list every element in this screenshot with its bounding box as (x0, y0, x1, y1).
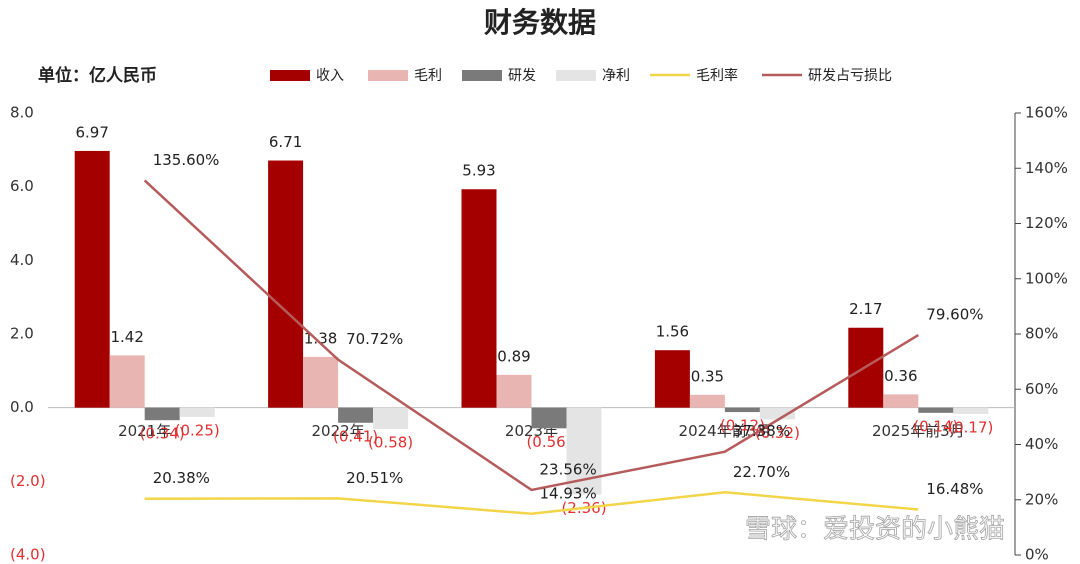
legend-swatch (462, 70, 502, 81)
data-label: 70.72% (346, 330, 403, 348)
y-tick-label: 4.0 (10, 251, 34, 269)
data-label: 135.60% (153, 151, 220, 169)
data-label: (0.56) (526, 433, 571, 451)
y-tick-label: 2.0 (10, 325, 34, 343)
bar (496, 374, 532, 408)
plot-area: (4.0) (2.0) 0.0 2.0 4.0 6.0 8.0 0% 20% 40% 60% 80% 1… (10, 104, 1068, 564)
data-label: 16.48% (926, 480, 983, 498)
data-label: (0.17) (948, 418, 993, 436)
bar (918, 407, 954, 413)
bar (724, 407, 760, 413)
bar (953, 407, 989, 414)
legend-label: 收入 (316, 68, 344, 84)
bar (109, 355, 145, 408)
bar (689, 394, 725, 408)
bar (759, 407, 795, 420)
data-label: 0.36 (884, 367, 917, 385)
data-label: (0.34) (140, 425, 185, 443)
y-tick-label: (2.0) (10, 472, 46, 490)
data-label: 1.38 (304, 329, 337, 347)
bar (654, 350, 690, 408)
data-label: (0.32) (755, 424, 800, 442)
data-label: 5.93 (462, 162, 495, 180)
y2-tick-label: 140% (1025, 159, 1068, 177)
x-tick-label: 2021年 (118, 422, 171, 440)
data-label: 20.51% (346, 469, 403, 487)
data-label: (0.14) (913, 417, 958, 435)
y2-tick-label: 60% (1025, 380, 1058, 398)
data-label: (0.41) (333, 427, 378, 445)
y2-tick-label: 160% (1025, 104, 1068, 122)
data-label: 20.38% (153, 469, 210, 487)
unit-label: 单位：亿人民币 (38, 65, 157, 86)
data-label: (0.25) (175, 421, 220, 439)
data-label: 6.97 (75, 123, 108, 141)
bar (531, 407, 567, 429)
bar (179, 407, 215, 417)
y2-tick-label: 80% (1025, 325, 1058, 343)
data-label: 0.35 (691, 367, 724, 385)
legend-swatch (368, 70, 408, 81)
data-label: (0.12) (720, 417, 765, 435)
legend-swatch (270, 70, 310, 81)
bar (268, 160, 304, 408)
legend-label: 净利 (602, 68, 630, 84)
x-tick-label: 2022年 (312, 422, 365, 440)
y-tick-label: (4.0) (10, 546, 46, 564)
y2-tick-label: 40% (1025, 435, 1058, 453)
data-label: 79.60% (926, 306, 983, 324)
data-label: 2.17 (849, 300, 882, 318)
bar (461, 189, 497, 408)
y2-tick-label: 100% (1025, 269, 1068, 287)
y-tick-label: 8.0 (10, 104, 34, 122)
bar (303, 356, 339, 408)
data-label: 0.89 (497, 347, 530, 365)
data-label: 6.71 (269, 133, 302, 151)
bar (338, 407, 374, 423)
line (144, 491, 919, 516)
bar (74, 150, 110, 408)
y2-tick-label: 0% (1025, 546, 1049, 564)
y-tick-label: 6.0 (10, 177, 34, 195)
y2-tick-label: 20% (1025, 490, 1058, 508)
chart-title: 财务数据 (484, 6, 596, 39)
bar (144, 407, 180, 421)
data-label: 37.38% (733, 422, 790, 440)
data-label: (0.58) (368, 434, 413, 452)
data-label: 1.42 (110, 328, 143, 346)
y2-tick-label: 120% (1025, 214, 1068, 232)
legend-label: 研发 (508, 68, 536, 84)
bar (373, 407, 409, 430)
legend-swatch (556, 70, 596, 81)
legend-label: 研发占亏损比 (808, 68, 892, 84)
line (143, 179, 919, 492)
x-tick-label: 2025年前3月 (872, 422, 965, 440)
data-label: 22.70% (733, 463, 790, 481)
y-tick-label: 0.0 (10, 398, 34, 416)
legend-label: 毛利 (414, 68, 442, 84)
data-label: 23.56% (540, 460, 597, 478)
bar (883, 394, 919, 408)
data-label: 14.93% (540, 484, 597, 502)
legend-label: 毛利率 (696, 67, 738, 84)
x-tick-label: 2024年前3月 (679, 422, 772, 440)
data-label: 1.56 (656, 323, 689, 341)
watermark: 雪球：爱投资的小熊猫 (745, 515, 1005, 545)
